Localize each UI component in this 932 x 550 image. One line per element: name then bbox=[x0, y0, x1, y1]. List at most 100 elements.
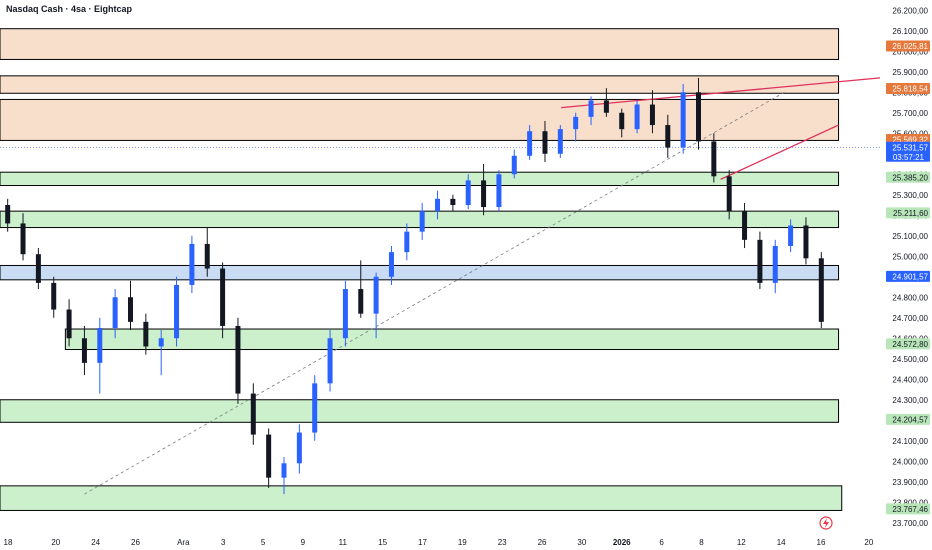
candle-body bbox=[373, 276, 379, 314]
price-tag-label: 25.531,57 bbox=[892, 143, 928, 152]
candle-body bbox=[204, 243, 210, 269]
price-tag-label: 24.901,57 bbox=[892, 272, 928, 281]
candle-body bbox=[542, 131, 548, 154]
candle-body bbox=[573, 116, 579, 130]
x-tick-label: 11 bbox=[339, 538, 348, 547]
trendline bbox=[720, 124, 839, 180]
candles-layer bbox=[5, 77, 824, 495]
price-tag bbox=[886, 40, 930, 52]
x-tick-label: 6 bbox=[659, 538, 664, 547]
candle-body bbox=[66, 309, 72, 339]
x-tick-label: 16 bbox=[817, 538, 826, 547]
tradingview-logo-icon bbox=[819, 516, 833, 530]
x-tick-label: 23 bbox=[498, 538, 507, 547]
candle-body bbox=[634, 104, 640, 130]
candle-body bbox=[742, 211, 748, 240]
zones-layer bbox=[0, 28, 843, 511]
candle-body bbox=[757, 239, 763, 283]
price-tag-label: 24.204,57 bbox=[892, 415, 928, 424]
candle-body bbox=[511, 155, 517, 175]
resistance-zone bbox=[0, 75, 840, 94]
blue-zone bbox=[0, 264, 840, 281]
time-axis[interactable]: 18 20 24 26 Ara 3 5 9 11 15 17 19 23 26 30 2026 6 8 12 14 16… bbox=[4, 538, 874, 547]
price-tag-label: 25.385,20 bbox=[892, 173, 928, 182]
candle-body bbox=[20, 223, 26, 255]
price-tag bbox=[886, 171, 930, 183]
y-tick-label: 25.600,00 bbox=[892, 129, 928, 138]
y-tick-label: 25.300,00 bbox=[892, 191, 928, 200]
candle-body bbox=[818, 258, 824, 322]
price-tag bbox=[886, 413, 930, 425]
countdown-label: 03:57:21 bbox=[893, 153, 925, 162]
price-tag bbox=[886, 207, 930, 219]
candle-body bbox=[81, 338, 87, 363]
x-tick-label: 20 bbox=[51, 538, 60, 547]
y-tick-label: 23.700,00 bbox=[892, 519, 928, 528]
candle-body bbox=[481, 180, 487, 208]
x-tick-label: 20 bbox=[864, 538, 873, 547]
x-tick-label: 30 bbox=[577, 538, 586, 547]
candle-body bbox=[803, 225, 809, 259]
candle-body bbox=[143, 321, 149, 347]
price-tag-label: 25.569,32 bbox=[892, 136, 928, 145]
candle-body bbox=[465, 180, 471, 205]
candle-body bbox=[235, 325, 241, 394]
y-tick-label: 24.100,00 bbox=[892, 437, 928, 446]
x-tick-label: Ara bbox=[177, 538, 190, 547]
price-tag-label: 25.211,60 bbox=[893, 209, 929, 218]
x-tick-label: 24 bbox=[91, 538, 100, 547]
y-tick-label: 25.700,00 bbox=[892, 109, 928, 118]
x-tick-label: 17 bbox=[418, 538, 427, 547]
y-tick-label: 25.000,00 bbox=[892, 252, 928, 261]
y-tick-label: 23.900,00 bbox=[892, 478, 928, 487]
candle-body bbox=[174, 284, 180, 339]
x-tick-label: 18 bbox=[4, 538, 13, 547]
x-tick-label: 15 bbox=[378, 538, 387, 547]
chart-title: Nasdaq Cash · 4sa · Eightcap bbox=[6, 4, 133, 14]
support-zone bbox=[0, 485, 843, 511]
x-tick-label: 19 bbox=[458, 538, 467, 547]
candle-body bbox=[281, 463, 287, 478]
candle-body bbox=[619, 112, 625, 130]
y-tick-label: 26.200,00 bbox=[892, 6, 928, 15]
y-tick-label: 26.100,00 bbox=[892, 27, 928, 36]
candle-body bbox=[557, 129, 563, 154]
support-zone bbox=[0, 399, 840, 423]
candle-body bbox=[665, 125, 671, 148]
candle-body bbox=[450, 198, 456, 205]
candle-body bbox=[726, 176, 732, 212]
candle-body bbox=[435, 198, 441, 212]
price-tag bbox=[886, 338, 930, 350]
resistance-zone bbox=[0, 28, 840, 60]
candle-body bbox=[327, 338, 333, 384]
candle-body bbox=[296, 432, 302, 464]
candle-body bbox=[680, 92, 686, 148]
candle-body bbox=[695, 92, 701, 142]
candle-body bbox=[220, 268, 226, 326]
x-tick-label: 12 bbox=[737, 538, 746, 547]
x-tick-label: 9 bbox=[301, 538, 306, 547]
candle-body bbox=[388, 252, 394, 277]
x-tick-label: 2026 bbox=[613, 538, 631, 547]
x-tick-label: 3 bbox=[221, 538, 226, 547]
y-tick-label: 24.500,00 bbox=[892, 355, 928, 364]
candle-body bbox=[527, 131, 533, 156]
candle-body bbox=[35, 254, 41, 283]
price-tag-label: 23.767,46 bbox=[892, 505, 928, 514]
candle-body bbox=[51, 282, 57, 310]
y-tick-label: 26.000,00 bbox=[892, 47, 928, 56]
resistance-zone bbox=[0, 98, 840, 141]
price-tag-label: 25.818,54 bbox=[892, 84, 928, 93]
candle-body bbox=[189, 243, 195, 285]
candle-body bbox=[342, 289, 348, 339]
trendline bbox=[561, 77, 881, 109]
candle-body bbox=[112, 297, 118, 328]
price-tag bbox=[886, 82, 930, 94]
candle-body bbox=[358, 289, 364, 314]
candle-body bbox=[97, 328, 103, 363]
x-tick-label: 5 bbox=[261, 538, 266, 547]
y-tick-label: 25.100,00 bbox=[892, 232, 928, 241]
y-tick-label: 25.900,00 bbox=[892, 68, 928, 77]
y-tick-label: 23.800,00 bbox=[892, 498, 928, 507]
